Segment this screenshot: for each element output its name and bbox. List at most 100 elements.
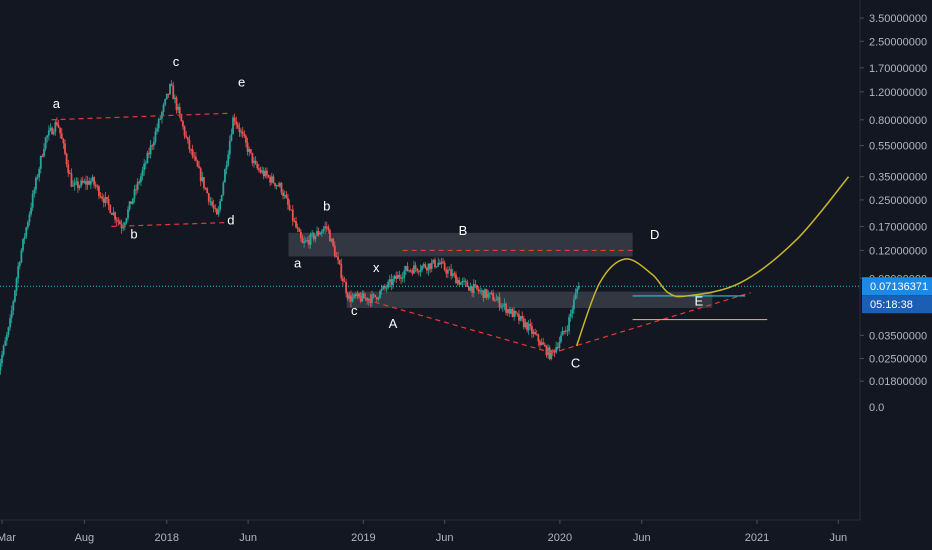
wave-label-b: b: [130, 226, 137, 241]
wave-labels-layer: a b c d e a b c x A B C D E: [53, 54, 704, 370]
candle-52: [80, 177, 83, 188]
time-axis[interactable]: Mar Aug 2018 Jun 2019 Jun 2020 Jun 2021 Jun: [0, 520, 847, 544]
candle-136: [215, 207, 218, 215]
candle-218: [348, 291, 351, 303]
candle-354: [568, 314, 570, 335]
candle-135: [214, 204, 217, 213]
candle-36: [54, 119, 57, 136]
candle-213: [340, 258, 343, 281]
candle-57: [88, 177, 91, 186]
candle-281: [450, 264, 453, 280]
candle-202: [322, 225, 325, 234]
candle-199: [317, 227, 320, 237]
candle-139: [220, 194, 223, 202]
candle-137: [217, 206, 220, 217]
candle-163: [259, 166, 262, 174]
candle-298: [477, 286, 480, 295]
candle-197: [314, 235, 317, 243]
candle-190: [303, 236, 306, 248]
candle-209: [333, 241, 336, 258]
candle-16: [22, 238, 24, 253]
y-tick-label: 2.50000000: [869, 36, 927, 48]
candle-234: [374, 294, 377, 298]
price-overlay: 0.07136371 05:18:38: [0, 277, 932, 314]
candle-147: [233, 113, 236, 126]
candle-249: [398, 270, 401, 281]
wave-label-A: A: [389, 316, 398, 331]
candle-214: [341, 275, 344, 286]
candle-80: [125, 217, 128, 225]
candle-50: [77, 177, 79, 193]
candle-91: [143, 158, 146, 176]
candle-212: [338, 259, 341, 265]
wave-label-E: E: [695, 293, 704, 308]
candle-291: [466, 279, 469, 288]
candle-164: [261, 166, 264, 175]
candle-356: [571, 305, 574, 319]
candle-178: [283, 190, 286, 199]
candle-68: [106, 196, 108, 204]
wave-label-a: a: [294, 255, 302, 270]
candle-204: [325, 221, 328, 233]
x-tick-label: 2021: [745, 532, 769, 544]
candle-224: [358, 292, 360, 298]
candle-306: [490, 290, 493, 296]
candle-189: [301, 234, 304, 244]
candle-326: [522, 315, 525, 330]
candle-275: [440, 257, 443, 269]
candle-285: [456, 277, 459, 286]
candle-25: [36, 173, 39, 180]
candle-56: [86, 176, 89, 190]
candle-106: [167, 93, 170, 98]
candle-175: [278, 181, 281, 188]
candle-14: [18, 260, 21, 270]
candle-148: [235, 116, 238, 129]
candle-8: [9, 314, 11, 331]
candle-235: [375, 296, 378, 303]
candle-171: [272, 174, 275, 184]
candle-268: [429, 262, 432, 273]
candle-188: [299, 228, 302, 242]
candle-301: [482, 290, 485, 302]
candle-305: [488, 292, 491, 299]
candle-315: [505, 302, 507, 316]
x-tick-label: Jun: [829, 532, 847, 544]
candle-210: [335, 252, 338, 258]
candle-167: [266, 167, 268, 179]
candle-261: [417, 269, 420, 276]
x-tick-label: Jun: [436, 532, 454, 544]
candle-181: [288, 199, 291, 212]
candle-319: [511, 307, 514, 318]
candle-60: [93, 176, 95, 189]
candle-182: [290, 209, 293, 211]
candle-73: [114, 211, 116, 224]
candle-355: [569, 309, 572, 322]
candle-144: [228, 135, 231, 159]
candle-32: [47, 125, 50, 141]
candle-86: [135, 184, 137, 196]
candle-26: [38, 166, 41, 182]
candle-162: [257, 163, 260, 173]
candle-312: [500, 303, 503, 310]
candle-140: [222, 180, 225, 197]
candle-3: [1, 350, 3, 367]
candle-228: [364, 293, 367, 301]
candle-272: [435, 266, 438, 268]
candle-170: [270, 172, 273, 185]
candle-192: [306, 236, 309, 244]
candle-219: [350, 290, 352, 308]
candle-13: [17, 262, 20, 284]
candle-120: [190, 148, 192, 155]
candle-288: [461, 277, 464, 288]
candle-310: [497, 295, 499, 303]
candle-322: [516, 312, 519, 317]
candle-206: [329, 228, 331, 242]
candle-72: [112, 207, 115, 216]
candle-277: [443, 260, 446, 272]
candle-329: [527, 320, 530, 335]
candle-317: [508, 307, 511, 317]
candle-93: [146, 150, 149, 164]
candle-118: [186, 136, 189, 144]
candle-119: [188, 135, 191, 153]
